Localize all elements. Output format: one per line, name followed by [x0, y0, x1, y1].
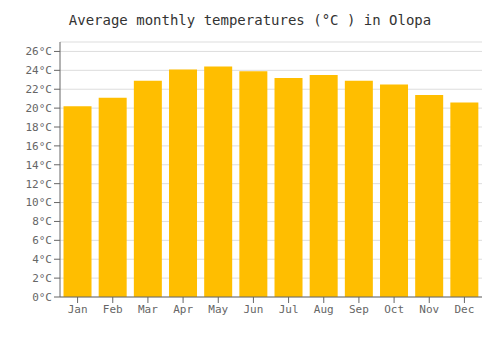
svg-text:Aug: Aug [314, 303, 334, 316]
svg-text:20°C: 20°C [26, 102, 53, 115]
svg-text:Nov: Nov [419, 303, 439, 316]
svg-text:26°C: 26°C [26, 45, 53, 58]
svg-text:Feb: Feb [103, 303, 123, 316]
svg-text:Jul: Jul [279, 303, 299, 316]
svg-text:Jan: Jan [68, 303, 88, 316]
html-text:Average monthly temperatures (: Average monthly temperatures (°C ) in Ol… [68, 12, 432, 28]
svg-text:May: May [208, 303, 228, 316]
svg-text:12°C: 12°C [26, 178, 53, 191]
svg-text:24°C: 24°C [26, 64, 53, 77]
svg-text:8°C: 8°C [32, 215, 52, 228]
svg-text:Sep: Sep [349, 303, 369, 316]
svg-text:18°C: 18°C [26, 121, 53, 134]
svg-text:2°C: 2°C [32, 272, 52, 285]
svg-text:22°C: 22°C [26, 83, 53, 96]
svg-text:Mar: Mar [138, 303, 158, 316]
svg-text:Oct: Oct [384, 303, 404, 316]
svg-text:16°C: 16°C [26, 140, 53, 153]
svg-text:0°C: 0°C [32, 291, 52, 304]
svg-text:4°C: 4°C [32, 253, 52, 266]
svg-text:6°C: 6°C [32, 234, 52, 247]
svg-text:10°C: 10°C [26, 196, 53, 209]
svg-text:14°C: 14°C [26, 159, 53, 172]
svg-text:Apr: Apr [173, 303, 193, 316]
svg-text:Jun: Jun [243, 303, 263, 316]
svg-text:Dec: Dec [454, 303, 474, 316]
